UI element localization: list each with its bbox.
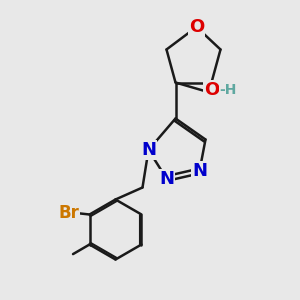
- Text: N: N: [141, 141, 156, 159]
- Text: N: N: [192, 162, 207, 180]
- Text: Br: Br: [58, 204, 79, 222]
- Text: -H: -H: [219, 83, 237, 97]
- Text: N: N: [159, 169, 174, 188]
- Text: O: O: [204, 81, 219, 99]
- Text: O: O: [189, 18, 204, 36]
